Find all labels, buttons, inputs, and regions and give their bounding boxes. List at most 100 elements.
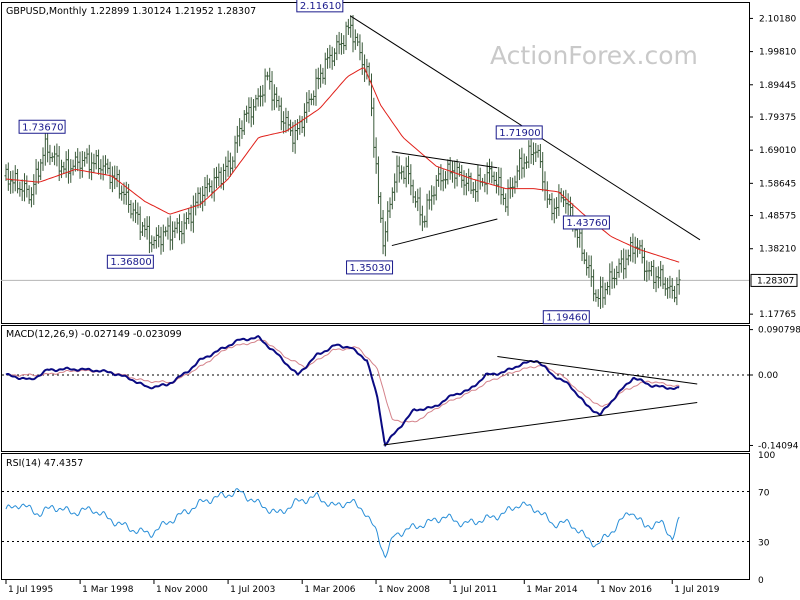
macd-line: [5, 334, 680, 448]
price-bar: [46, 128, 50, 163]
price-bar: [161, 224, 165, 252]
price-bar: [275, 87, 279, 108]
macd-layer: [2, 334, 749, 448]
price-bar: [610, 261, 614, 289]
price-bar: [175, 217, 179, 234]
price-bar: [270, 71, 274, 111]
price-bar: [115, 165, 119, 188]
price-bar: [527, 140, 531, 169]
price-bar: [147, 216, 151, 254]
price-bar: [351, 14, 355, 53]
price-bar: [506, 179, 510, 216]
price-bar: [173, 221, 177, 239]
price-bar: [106, 158, 110, 174]
price-bar: [661, 264, 665, 290]
price-bar: [492, 171, 496, 186]
price-bar: [605, 281, 609, 295]
price-bar: [515, 165, 519, 188]
price-bar: [659, 261, 663, 287]
price-bar: [4, 164, 8, 181]
price-bar: [497, 167, 501, 196]
price-bar: [256, 88, 260, 107]
x-tick-label: 1 Jul 2003: [230, 585, 275, 595]
price-callout: 1.36800: [106, 254, 154, 269]
price-callout-box: [542, 310, 590, 325]
macd-panel-header: MACD(12,26,9) -0.027149 -0.023099: [6, 329, 182, 340]
price-bar: [437, 167, 441, 187]
price-bar: [120, 185, 124, 201]
price-bar: [397, 156, 401, 183]
price-bar: [652, 259, 656, 289]
price-bar: [34, 159, 38, 195]
price-bar: [594, 289, 598, 302]
price-bar: [564, 189, 568, 214]
price-bar: [552, 198, 556, 224]
price-bar: [312, 90, 316, 106]
price-bar: [413, 191, 417, 208]
price-bar: [279, 97, 283, 131]
price-bar: [210, 180, 214, 199]
price-bar: [603, 282, 607, 305]
price-bar: [6, 162, 10, 191]
price-bar: [478, 167, 482, 190]
price-callout-label: 1.71900: [499, 128, 540, 139]
price-bar: [191, 195, 195, 233]
price-callout-box: [18, 119, 66, 134]
price-bar: [300, 116, 304, 134]
price-bar: [649, 261, 653, 277]
price-bar: [388, 197, 392, 218]
price-bar: [608, 263, 612, 296]
price-bar: [538, 144, 542, 169]
price-bar: [332, 48, 336, 67]
price-bar: [633, 236, 637, 264]
price-bar: [476, 165, 480, 202]
price-bar: [349, 15, 353, 38]
macd-panel-frame: [1, 325, 750, 452]
price-bar: [295, 119, 299, 141]
price-callout-label: 1.43760: [566, 218, 607, 229]
price-bar: [485, 162, 489, 195]
price-bar: [624, 249, 628, 279]
price-bar: [307, 90, 311, 113]
price-bar: [601, 276, 605, 308]
price-bar: [638, 240, 642, 254]
last-price-label: 1.28307: [757, 276, 794, 286]
price-bar: [60, 159, 64, 179]
price-y-tick-label: 1.17765: [759, 310, 796, 320]
price-bar: [261, 84, 265, 107]
price-callout: 1.35030: [346, 260, 394, 275]
price-bar: [226, 150, 230, 177]
price-bar: [420, 205, 424, 232]
price-bar: [168, 215, 172, 251]
price-callout-box: [495, 125, 543, 140]
price-y-tick-label: 1.58645: [759, 179, 796, 189]
price-bar: [631, 233, 635, 263]
price-bar: [235, 125, 239, 153]
price-bar: [138, 206, 142, 241]
price-bar: [615, 265, 619, 286]
macd-y-tick-label: 0.090798: [758, 326, 800, 336]
price-bar: [393, 173, 397, 201]
price-bar: [513, 175, 517, 194]
price-bar: [205, 174, 209, 197]
macd-trendline: [383, 402, 698, 446]
price-bar: [97, 149, 101, 175]
price-bar: [101, 155, 105, 181]
price-bar: [182, 213, 186, 244]
price-bar: [404, 157, 408, 188]
price-bar: [629, 236, 633, 262]
price-callout: 1.71900: [495, 125, 543, 140]
rsi-y-tick-label: 30: [758, 539, 770, 549]
price-bar: [675, 277, 679, 306]
price-bar: [323, 52, 327, 85]
price-callout-box: [106, 254, 154, 269]
price-y-tick-label: 1.79375: [759, 113, 796, 123]
price-bar: [252, 99, 256, 125]
price-bar: [134, 199, 138, 223]
price-bar: [395, 155, 399, 193]
price-bar: [159, 226, 163, 255]
price-callout-box: [296, 0, 344, 13]
price-bar: [99, 159, 103, 180]
price-bar: [321, 67, 325, 84]
price-bar: [263, 68, 267, 103]
